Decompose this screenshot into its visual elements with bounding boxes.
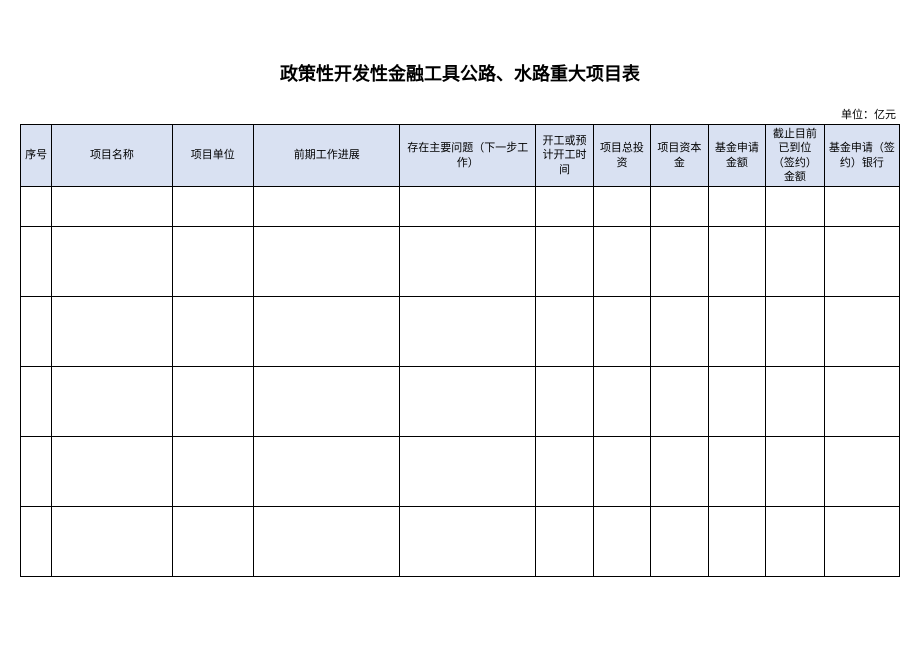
table-cell: [254, 437, 400, 507]
table-cell: [708, 367, 765, 437]
table-cell: [593, 297, 650, 367]
header-cell: 基金申请金额: [708, 125, 765, 187]
table-row: [21, 227, 900, 297]
table-cell: [400, 297, 536, 367]
table-cell: [766, 187, 825, 227]
project-table: 序号 项目名称 项目单位 前期工作进展 存在主要问题（下一步工作） 开工或预计开…: [20, 124, 900, 577]
table-cell: [21, 507, 52, 577]
table-cell: [172, 367, 254, 437]
table-cell: [593, 367, 650, 437]
table-cell: [536, 507, 593, 577]
table-cell: [172, 297, 254, 367]
table-row: [21, 367, 900, 437]
table-cell: [52, 367, 172, 437]
table-cell: [400, 437, 536, 507]
header-cell: 前期工作进展: [254, 125, 400, 187]
table-cell: [400, 367, 536, 437]
table-cell: [593, 227, 650, 297]
table-cell: [536, 227, 593, 297]
table-cell: [593, 507, 650, 577]
table-cell: [254, 227, 400, 297]
table-cell: [766, 437, 825, 507]
table-cell: [766, 507, 825, 577]
table-cell: [708, 187, 765, 227]
table-cell: [172, 227, 254, 297]
table-cell: [651, 187, 708, 227]
header-row: 序号 项目名称 项目单位 前期工作进展 存在主要问题（下一步工作） 开工或预计开…: [21, 125, 900, 187]
table-cell: [708, 297, 765, 367]
table-cell: [536, 297, 593, 367]
page-container: 政策性开发性金融工具公路、水路重大项目表 单位：亿元 序号 项目名称 项目单位 …: [0, 0, 920, 597]
header-cell: 项目单位: [172, 125, 254, 187]
table-cell: [824, 187, 899, 227]
table-cell: [21, 367, 52, 437]
table-body: [21, 187, 900, 577]
table-row: [21, 187, 900, 227]
page-title: 政策性开发性金融工具公路、水路重大项目表: [20, 60, 900, 86]
table-cell: [651, 297, 708, 367]
table-cell: [21, 227, 52, 297]
table-cell: [766, 367, 825, 437]
header-cell: 基金申请（签约）银行: [824, 125, 899, 187]
table-cell: [52, 187, 172, 227]
table-cell: [536, 437, 593, 507]
table-cell: [708, 507, 765, 577]
table-cell: [52, 437, 172, 507]
table-row: [21, 437, 900, 507]
table-cell: [254, 297, 400, 367]
table-cell: [52, 507, 172, 577]
unit-label: 单位：亿元: [20, 106, 900, 122]
table-cell: [824, 297, 899, 367]
table-cell: [52, 297, 172, 367]
table-cell: [400, 507, 536, 577]
table-cell: [766, 297, 825, 367]
header-cell: 项目名称: [52, 125, 172, 187]
table-cell: [536, 187, 593, 227]
table-cell: [52, 227, 172, 297]
table-cell: [254, 187, 400, 227]
table-header: 序号 项目名称 项目单位 前期工作进展 存在主要问题（下一步工作） 开工或预计开…: [21, 125, 900, 187]
header-cell: 项目资本金: [651, 125, 708, 187]
table-cell: [651, 437, 708, 507]
table-cell: [254, 367, 400, 437]
table-cell: [21, 437, 52, 507]
table-cell: [400, 227, 536, 297]
table-cell: [766, 227, 825, 297]
header-cell: 项目总投资: [593, 125, 650, 187]
table-cell: [824, 507, 899, 577]
table-cell: [593, 437, 650, 507]
table-cell: [824, 367, 899, 437]
table-cell: [651, 507, 708, 577]
header-cell: 开工或预计开工时间: [536, 125, 593, 187]
table-cell: [824, 437, 899, 507]
header-cell: 存在主要问题（下一步工作）: [400, 125, 536, 187]
table-cell: [651, 367, 708, 437]
table-row: [21, 297, 900, 367]
table-cell: [824, 227, 899, 297]
table-cell: [708, 437, 765, 507]
table-cell: [536, 367, 593, 437]
header-cell: 截止目前已到位（签约）金额: [766, 125, 825, 187]
table-cell: [400, 187, 536, 227]
table-cell: [708, 227, 765, 297]
table-cell: [172, 437, 254, 507]
table-cell: [254, 507, 400, 577]
table-cell: [593, 187, 650, 227]
table-cell: [172, 507, 254, 577]
table-cell: [651, 227, 708, 297]
table-cell: [21, 297, 52, 367]
header-cell: 序号: [21, 125, 52, 187]
table-cell: [21, 187, 52, 227]
table-row: [21, 507, 900, 577]
table-cell: [172, 187, 254, 227]
